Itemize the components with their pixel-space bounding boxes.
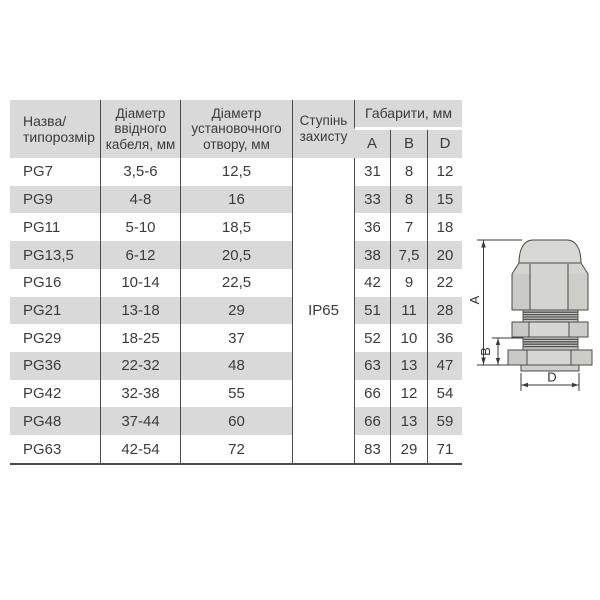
hex-cap-left-facet <box>512 274 530 310</box>
bottom-nut-left-facet <box>508 350 527 365</box>
cell-a-row-8: 66 <box>354 379 390 408</box>
spec-table: Назва/ типорозмір Діаметр ввідного кабел… <box>10 100 462 465</box>
cell-d-row-1: 15 <box>427 185 462 214</box>
col-header-protection: Ступінь захисту <box>292 100 354 158</box>
dim-label-a: A <box>470 295 482 304</box>
cell-name-row-8: PG42 <box>23 385 62 403</box>
cell-b-row-6: 10 <box>390 324 427 353</box>
cell-hole-row-10: 72 <box>180 435 292 463</box>
cell-d-row-5: 28 <box>427 296 462 325</box>
cell-b-row-9: 13 <box>390 407 427 436</box>
cable-gland-diagram: A <box>470 239 593 391</box>
cell-a-row-4: 42 <box>354 268 390 297</box>
cell-cable-row-6: 18-25 <box>100 324 180 353</box>
cell-cable-row-5: 13-18 <box>100 296 180 325</box>
dim-d-arrow-left <box>521 382 528 388</box>
cell-a-row-1: 33 <box>354 185 390 214</box>
cell-name-row-5: PG21 <box>10 296 100 325</box>
cell-cable-row-3: 6-12 <box>100 241 180 269</box>
col-header-mounting-hole: Діаметр установочного отвору, мм <box>180 100 292 158</box>
cell-name-row-6: PG29 <box>23 329 62 347</box>
cell-a-row-9: 66 <box>354 407 390 436</box>
cell-hole-row-5: 29 <box>180 296 292 325</box>
cell-b-row-5: 11 <box>390 296 427 325</box>
hex-cap-right-facet <box>568 274 588 310</box>
cell-b-row-7: 13 <box>390 352 427 380</box>
cell-name-row-10: PG63 <box>23 440 62 458</box>
cell-cable-row-1: 4-8 <box>100 185 180 214</box>
cell-d-row-0: 12 <box>427 158 462 186</box>
cell-b-row-10: 29 <box>390 435 427 463</box>
cell-a-row-2: 36 <box>354 213 390 242</box>
cell-b-row-0: 8 <box>390 158 427 186</box>
cell-hole-row-6: 37 <box>180 324 292 353</box>
cell-hole-row-8: 55 <box>180 379 292 408</box>
cell-cable-row-7: 22-32 <box>100 352 180 380</box>
cell-name-row-7: PG36 <box>10 352 100 380</box>
cell-a-row-7: 63 <box>354 352 390 380</box>
cell-d-row-6: 36 <box>427 324 462 353</box>
cell-hole-row-4: 22,5 <box>180 268 292 297</box>
dim-label-d: D <box>547 370 556 385</box>
dim-label-b: B <box>478 347 493 356</box>
cell-cable-row-10: 42-54 <box>100 435 180 463</box>
cell-cable-row-2: 5-10 <box>100 213 180 242</box>
cell-a-row-6: 52 <box>354 324 390 353</box>
col-header-dim-a: A <box>354 130 390 158</box>
cell-b-row-1: 8 <box>390 185 427 214</box>
gland-dome-cap <box>518 239 582 264</box>
cell-a-row-5: 51 <box>354 296 390 325</box>
cell-name-row-2: PG11 <box>23 218 61 236</box>
cell-a-row-10: 83 <box>354 435 390 463</box>
middle-nut-left-facet <box>512 322 529 337</box>
cell-a-row-0: 31 <box>354 158 390 186</box>
col-header-dimensions: Габарити, мм <box>354 100 462 130</box>
cell-b-row-3: 7,5 <box>390 241 427 269</box>
cell-cable-row-0: 3,5-6 <box>100 158 180 186</box>
cell-b-row-8: 12 <box>390 379 427 408</box>
cell-hole-row-3: 20,5 <box>180 241 292 269</box>
cell-d-row-4: 22 <box>427 268 462 297</box>
middle-nut-right-facet <box>569 322 588 337</box>
cell-b-row-4: 9 <box>390 268 427 297</box>
cell-d-row-3: 20 <box>427 241 462 269</box>
cell-hole-row-2: 18,5 <box>180 213 292 242</box>
cell-cable-row-4: 10-14 <box>100 268 180 297</box>
bottom-nut-right-facet <box>571 350 592 365</box>
dim-a-arrow-up <box>481 240 486 248</box>
cell-b-row-2: 7 <box>390 213 427 242</box>
cell-d-row-9: 59 <box>427 407 462 436</box>
dim-a-arrow-down <box>481 357 486 365</box>
cell-name-row-9: PG48 <box>10 407 100 436</box>
cell-name-row-1: PG9 <box>10 185 100 214</box>
dim-d-arrow-right <box>572 382 579 388</box>
cell-a-row-3: 38 <box>354 241 390 269</box>
col-header-dim-d: D <box>427 130 462 158</box>
dim-b-arrow-up <box>495 338 501 345</box>
cell-cable-row-9: 37-44 <box>100 407 180 436</box>
cell-hole-row-7: 48 <box>180 352 292 380</box>
cell-hole-row-9: 60 <box>180 407 292 436</box>
dim-b-arrow-down <box>495 358 501 365</box>
cell-d-row-2: 18 <box>427 213 462 242</box>
cell-name-row-3: PG13,5 <box>10 241 100 269</box>
protection-value-cell: IP65 <box>292 158 354 463</box>
bottom-lip <box>520 364 580 372</box>
cell-name-row-0: PG7 <box>23 163 54 181</box>
cell-d-row-7: 47 <box>427 352 462 380</box>
col-header-cable-diameter: Діаметр ввідного кабеля, мм <box>100 100 180 158</box>
cell-hole-row-1: 16 <box>180 185 292 214</box>
cell-d-row-8: 54 <box>427 379 462 408</box>
cell-cable-row-8: 32-38 <box>100 379 180 408</box>
cell-hole-row-0: 12,5 <box>180 158 292 186</box>
cell-name-row-4: PG16 <box>23 274 62 292</box>
col-header-dim-b: B <box>390 130 427 158</box>
cell-d-row-10: 71 <box>427 435 462 463</box>
col-header-name: Назва/ типорозмір <box>10 100 100 158</box>
